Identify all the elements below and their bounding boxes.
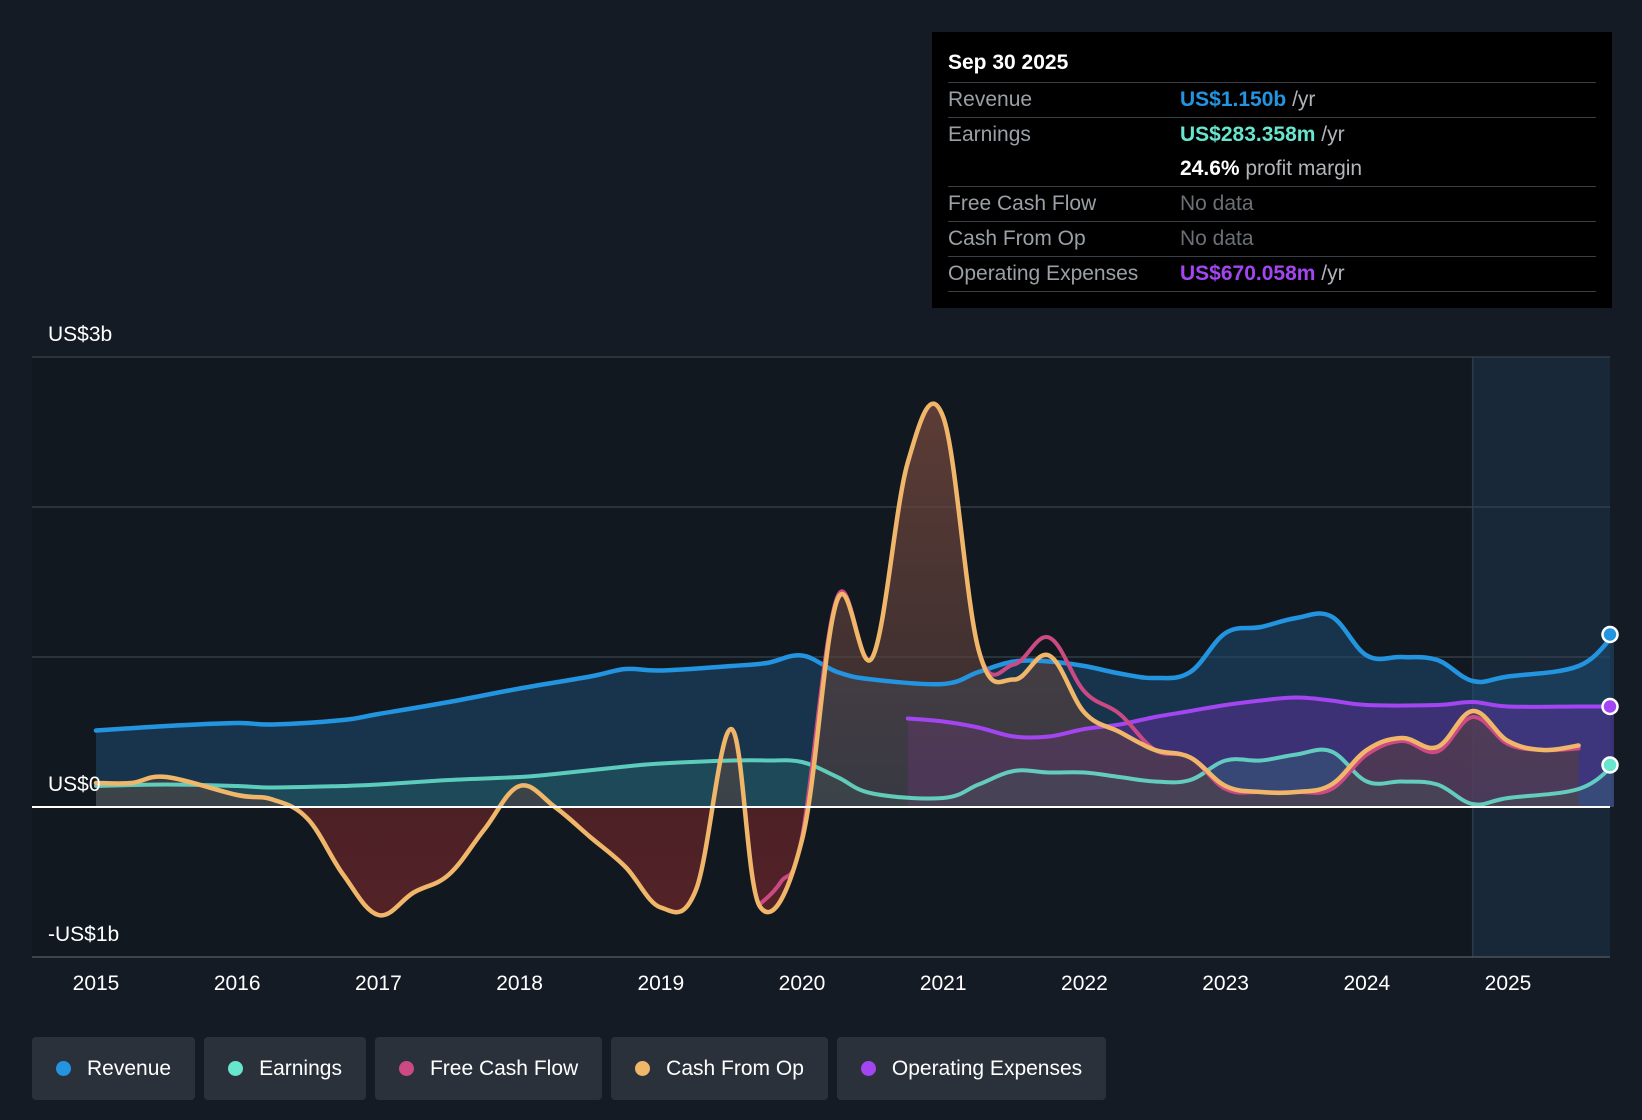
legend-label: Earnings [259,1056,342,1080]
tooltip-row-earnings: Earnings US$283.358m /yr [948,117,1596,152]
tooltip-value: No data [1180,227,1254,250]
x-tick-label: 2021 [920,972,967,995]
tooltip-label: Earnings [948,123,1031,146]
earnings-line [94,747,1616,807]
revenue-end-point [1601,625,1619,644]
operating-expenses-end-point [1601,697,1619,716]
tooltip-value: US$283.358m [1180,123,1316,146]
x-tick-label: 2017 [355,972,402,995]
x-tick-label: 2023 [1202,972,1249,995]
legend-dot-icon [635,1061,651,1076]
x-tick-label: 2019 [637,972,684,995]
tooltip-label: Free Cash Flow [948,192,1097,215]
tooltip-unit: /yr [1315,123,1345,146]
tooltip-value: US$1.150b [1180,88,1287,111]
legend-dot-icon [56,1061,71,1076]
cash-from-op-negative-area [96,807,1579,916]
operating-expenses-line [905,695,1616,740]
x-tick-label: 2022 [1061,972,1108,995]
tooltip-unit: /yr [1286,88,1316,111]
x-tick-label: 2015 [73,972,120,995]
legend-dot-icon [228,1061,244,1076]
tooltip-row-revenue: Revenue US$1.150b /yr [948,82,1596,117]
tooltip-row-profit-margin: 24.6% profit margin [948,152,1596,186]
tooltip-value: 24.6% [1180,157,1240,180]
tooltip-label: Cash From Op [948,227,1086,250]
y-tick-label: US$3b [48,323,112,346]
legend: Revenue Earnings Free Cash Flow Cash Fro… [32,1037,1107,1100]
legend-item-earnings[interactable]: Earnings [204,1037,366,1100]
x-tick-label: 2024 [1343,972,1390,995]
legend-label: Revenue [87,1056,172,1080]
cash-from-op-line [93,401,1581,918]
y-tick-label: US$0 [48,773,101,796]
revenue-line [93,611,1617,733]
tooltip-date: Sep 30 2025 [948,51,1069,74]
x-tick-label: 2018 [496,972,543,995]
earnings-end-point [1601,756,1619,774]
tooltip-label: Revenue [948,88,1033,111]
legend-item-revenue[interactable]: Revenue [32,1037,196,1100]
tooltip-value: US$670.058m [1180,262,1316,285]
legend-label: Cash From Op [666,1056,804,1080]
legend-dot-icon [860,1061,876,1076]
tooltip-label: Operating Expenses [948,262,1139,285]
tooltip-value: No data [1180,192,1254,215]
tooltip-row-operating-expenses: Operating Expenses US$670.058m /yr [948,256,1596,292]
legend-dot-icon [398,1061,414,1076]
legend-item-cash-from-op[interactable]: Cash From Op [611,1037,828,1100]
legend-label: Free Cash Flow [429,1056,579,1080]
y-tick-label: -US$1b [48,923,119,946]
tooltip-unit: /yr [1315,262,1345,285]
x-tick-label: 2020 [779,972,826,995]
tooltip-row-cash-from-op: Cash From Op No data [948,221,1596,256]
legend-label: Operating Expenses [891,1056,1083,1080]
legend-item-free-cash-flow[interactable]: Free Cash Flow [374,1037,603,1100]
x-tick-label: 2016 [214,972,261,995]
legend-item-operating-expenses[interactable]: Operating Expenses [836,1037,1107,1100]
x-tick-label: 2025 [1485,972,1532,995]
tooltip-unit: profit margin [1239,157,1363,180]
tooltip-panel: Sep 30 2025 Revenue US$1.150b /yr Earnin… [932,32,1612,308]
tooltip-row-free-cash-flow: Free Cash Flow No data [948,186,1596,221]
